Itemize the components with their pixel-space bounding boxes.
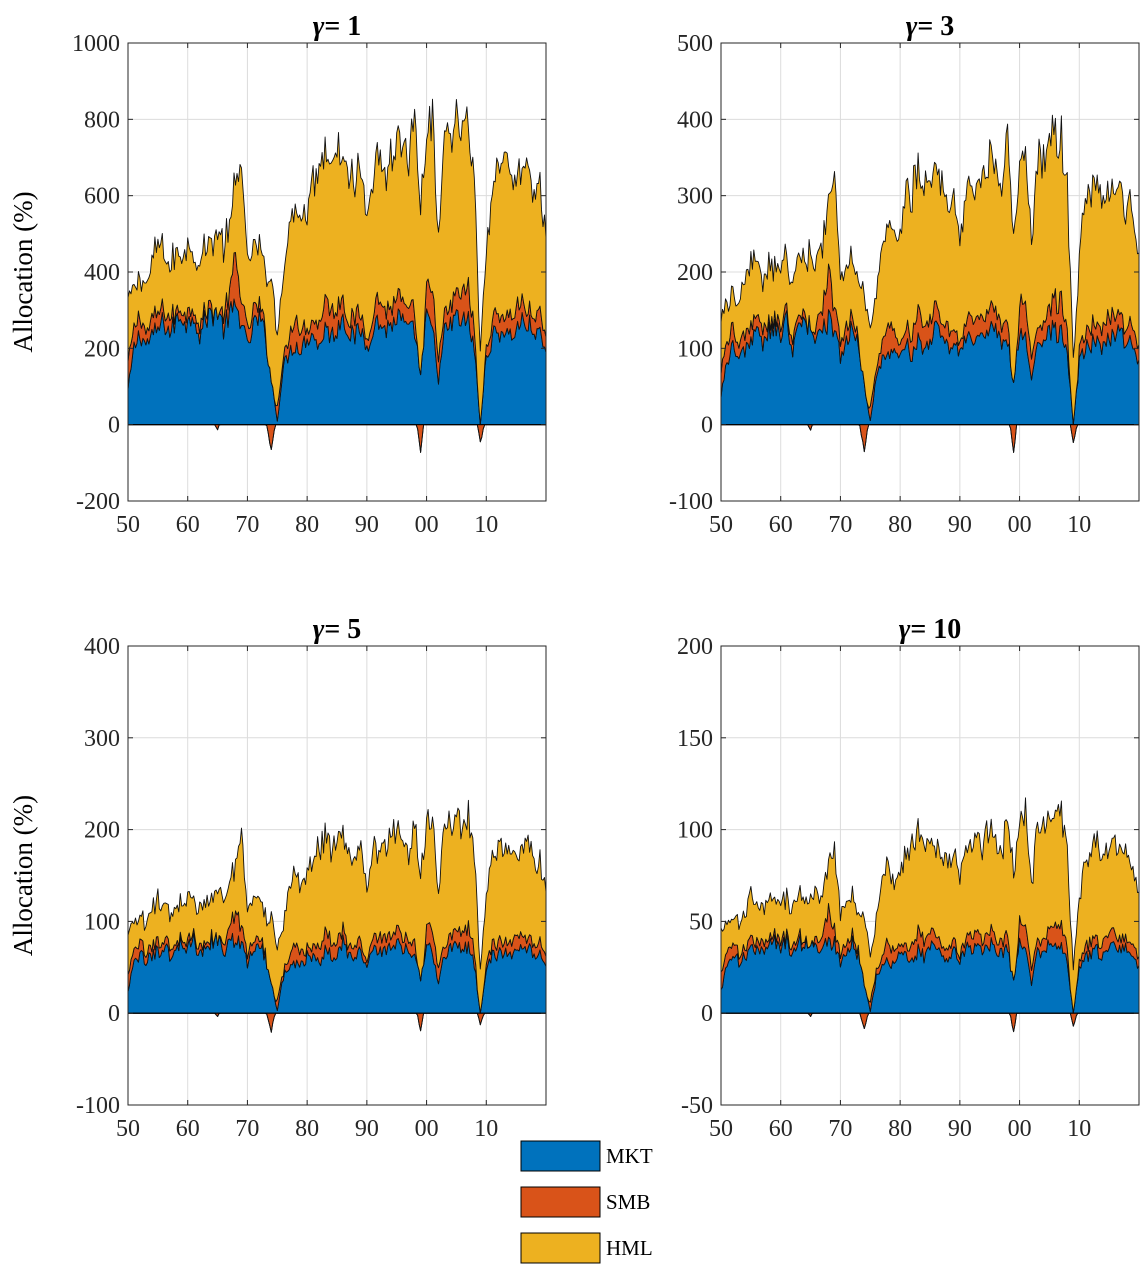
y-axis-label: Allocation (%) <box>8 191 38 352</box>
x-ticks: 50 60 70 80 90 00 10 <box>709 43 1091 538</box>
title-value: = 3 <box>917 11 954 42</box>
y-tick-label: 150 <box>677 726 713 752</box>
x-tick-label: 50 <box>709 512 733 538</box>
title-symbol: γ <box>313 11 325 42</box>
x-tick-label: 70 <box>828 512 852 538</box>
y-tick-label: 100 <box>677 818 713 844</box>
y-tick-label: 200 <box>677 260 713 286</box>
y-tick-label: 0 <box>108 1001 120 1027</box>
legend-swatch-smb <box>520 1186 601 1218</box>
x-tick-label: 50 <box>709 1116 733 1142</box>
y-tick-label: -100 <box>76 1093 120 1119</box>
y-tick-label: 600 <box>84 184 120 210</box>
title-symbol: γ <box>906 11 918 42</box>
axes-frame <box>127 645 547 1106</box>
y-tick-label: 0 <box>701 1001 713 1027</box>
x-tick-label: 90 <box>355 512 379 538</box>
x-tick-label: 80 <box>295 512 319 538</box>
x-tick-label: 50 <box>116 512 140 538</box>
legend-entry-mkt: MKT <box>520 1140 653 1172</box>
x-tick-label: 00 <box>1008 512 1032 538</box>
y-tick-label: 0 <box>701 413 713 439</box>
panel-title: γ= 5 <box>313 614 362 645</box>
title-value: = 10 <box>910 614 961 645</box>
x-tick-label: 80 <box>295 1116 319 1142</box>
x-tick-label: 60 <box>176 512 200 538</box>
legend-entry-hml: HML <box>520 1232 653 1264</box>
y-ticks: -50 0 50 100 150 200 <box>677 634 1139 1119</box>
y-tick-label: 200 <box>84 818 120 844</box>
x-tick-label: 50 <box>116 1116 140 1142</box>
y-tick-label: -100 <box>669 489 713 515</box>
x-tick-label: 10 <box>474 1116 498 1142</box>
x-tick-label: 10 <box>474 512 498 538</box>
legend-swatch-mkt <box>520 1140 601 1172</box>
x-tick-label: 90 <box>355 1116 379 1142</box>
y-tick-label: 100 <box>677 336 713 362</box>
x-tick-label: 60 <box>176 1116 200 1142</box>
y-tick-label: 300 <box>677 184 713 210</box>
y-axis-label: Allocation (%) <box>8 795 38 956</box>
x-tick-label: 10 <box>1067 512 1091 538</box>
x-tick-label: 60 <box>769 512 793 538</box>
x-tick-label: 60 <box>769 1116 793 1142</box>
panel-title: γ= 3 <box>906 11 955 42</box>
y-tick-label: 200 <box>84 336 120 362</box>
title-symbol: γ <box>899 614 911 645</box>
x-tick-label: 70 <box>828 1116 852 1142</box>
chart-panel-gamma-5: -100 0 100 200 300 400 50 60 70 80 90 00 10 γ= 5 Al… <box>8 614 547 1142</box>
y-tick-label: 200 <box>677 634 713 660</box>
chart-panel-gamma-10: -50 0 50 100 150 200 50 60 70 80 90 00 10 γ= 10 <box>677 614 1140 1142</box>
x-ticks: 50 60 70 80 90 00 10 <box>709 646 1091 1142</box>
x-tick-label: 10 <box>1067 1116 1091 1142</box>
y-tick-label: 100 <box>84 909 120 935</box>
x-ticks: 50 60 70 80 90 00 10 <box>116 646 498 1142</box>
x-ticks: 50 60 70 80 90 00 10 <box>116 43 498 538</box>
title-value: = 1 <box>324 11 361 42</box>
x-tick-label: 80 <box>888 512 912 538</box>
y-tick-label: 300 <box>84 726 120 752</box>
legend-label-hml: HML <box>606 1236 653 1260</box>
y-tick-label: 400 <box>677 107 713 133</box>
y-tick-label: 500 <box>677 31 713 57</box>
legend-label-smb: SMB <box>606 1190 650 1214</box>
legend-label-mkt: MKT <box>606 1144 653 1168</box>
y-tick-label: 50 <box>689 909 713 935</box>
panel-title: γ= 10 <box>899 614 962 645</box>
chart-panel-gamma-3: -100 0 100 200 300 400 500 50 60 70 80 90 00 10 γ= 3 <box>669 11 1140 538</box>
title-symbol: γ <box>313 614 325 645</box>
legend: MKT SMB HML <box>520 1140 653 1264</box>
y-tick-label: 400 <box>84 634 120 660</box>
y-tick-label: 1000 <box>72 31 120 57</box>
y-tick-label: 400 <box>84 260 120 286</box>
x-tick-label: 90 <box>948 512 972 538</box>
stacked-areas <box>720 797 1140 1033</box>
x-tick-label: 00 <box>415 1116 439 1142</box>
y-tick-label: 0 <box>108 413 120 439</box>
chart-panel-gamma-1: -200 0 200 400 600 800 1000 50 60 70 80 90 00 10 γ= … <box>8 11 547 538</box>
y-ticks: -100 0 100 200 300 400 500 <box>669 31 1139 515</box>
y-tick-label: -200 <box>76 489 120 515</box>
axes-frame <box>720 645 1140 1106</box>
title-value: = 5 <box>324 614 361 645</box>
x-tick-label: 70 <box>235 512 259 538</box>
y-ticks: -100 0 100 200 300 400 <box>76 634 546 1119</box>
legend-entry-smb: SMB <box>520 1186 650 1218</box>
x-tick-label: 90 <box>948 1116 972 1142</box>
y-tick-label: -50 <box>681 1093 713 1119</box>
y-ticks: -200 0 200 400 600 800 1000 <box>72 31 546 515</box>
y-tick-label: 800 <box>84 107 120 133</box>
x-tick-label: 00 <box>1008 1116 1032 1142</box>
x-tick-label: 00 <box>415 512 439 538</box>
x-tick-label: 80 <box>888 1116 912 1142</box>
legend-swatch-hml <box>520 1232 601 1264</box>
panel-title: γ= 1 <box>313 11 362 42</box>
x-tick-label: 70 <box>235 1116 259 1142</box>
